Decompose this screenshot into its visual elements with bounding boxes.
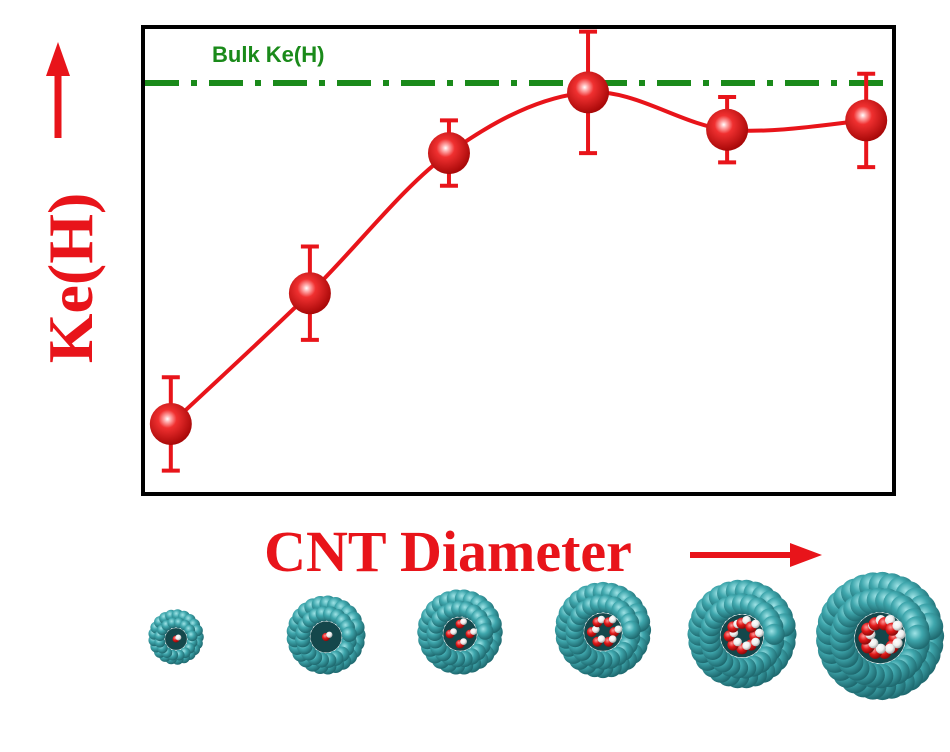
cnt-2-image	[286, 595, 366, 675]
cnt-5-image	[687, 579, 797, 689]
y-axis-label: Ke(H)	[35, 193, 106, 364]
bulk-reference-label: Bulk Ke(H)	[212, 42, 324, 67]
data-point-3	[427, 132, 470, 175]
data-point-6	[845, 99, 888, 142]
data-markers	[149, 71, 888, 445]
data-point-4	[567, 71, 610, 114]
data-point-2	[288, 272, 331, 315]
x-axis-label: CNT Diameter	[264, 519, 632, 584]
cnt-1-image	[148, 609, 204, 665]
cnt-3-image	[417, 589, 503, 675]
cnt-6-image	[816, 571, 945, 701]
plot-frame	[141, 25, 896, 496]
cnt-4-image	[554, 581, 652, 679]
y-axis-arrow	[46, 42, 70, 138]
data-point-1	[149, 402, 192, 445]
cnt-images	[148, 571, 945, 701]
x-axis-arrow	[690, 543, 822, 567]
data-point-5	[706, 108, 749, 151]
